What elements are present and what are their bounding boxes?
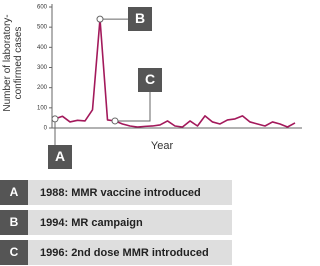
- y-tick-label: 300: [37, 65, 48, 71]
- key-text: 1996: 2nd dose MMR introduced: [40, 247, 209, 259]
- key-letter: A: [10, 185, 19, 199]
- key-text: 1988: MMR vaccine introduced: [40, 187, 201, 199]
- key-text-box: [28, 180, 232, 205]
- callout-point: [111, 117, 119, 125]
- callout-label: B: [135, 10, 145, 26]
- chart: Year 0 100 200 300 400 500 600 A A 1988: MMR vacc…: [0, 4, 302, 265]
- callout-point: [51, 115, 59, 123]
- callout-box: [138, 68, 162, 92]
- key-letter-box: [0, 180, 28, 205]
- y-tick-label: 500: [37, 25, 48, 31]
- callout-box: [128, 7, 152, 31]
- key-letter: C: [10, 245, 19, 259]
- callout-point: [96, 15, 104, 23]
- y-tick-label: 600: [37, 5, 48, 11]
- key-letter: B: [10, 215, 19, 229]
- callout-label: C: [145, 71, 155, 87]
- y-tick-label: 200: [37, 85, 48, 91]
- y-tick-label: 0: [44, 126, 48, 132]
- x-axis-label: Year: [151, 140, 174, 152]
- y-tick-label: 400: [37, 45, 48, 51]
- callout-label: A: [55, 148, 65, 164]
- callout-box: [48, 145, 72, 169]
- key-letter-box: [0, 240, 28, 265]
- y-tick-label: 100: [37, 105, 48, 111]
- key-text-box: [28, 210, 232, 235]
- key-letter-box: [0, 210, 28, 235]
- key-text: 1994: MR campaign: [40, 217, 143, 229]
- callout-line: [115, 92, 151, 122]
- key-text-box: [28, 240, 232, 265]
- data-line: [54, 18, 296, 128]
- page: {"chart_data": {"type": "line", "y_label…: [0, 4, 302, 265]
